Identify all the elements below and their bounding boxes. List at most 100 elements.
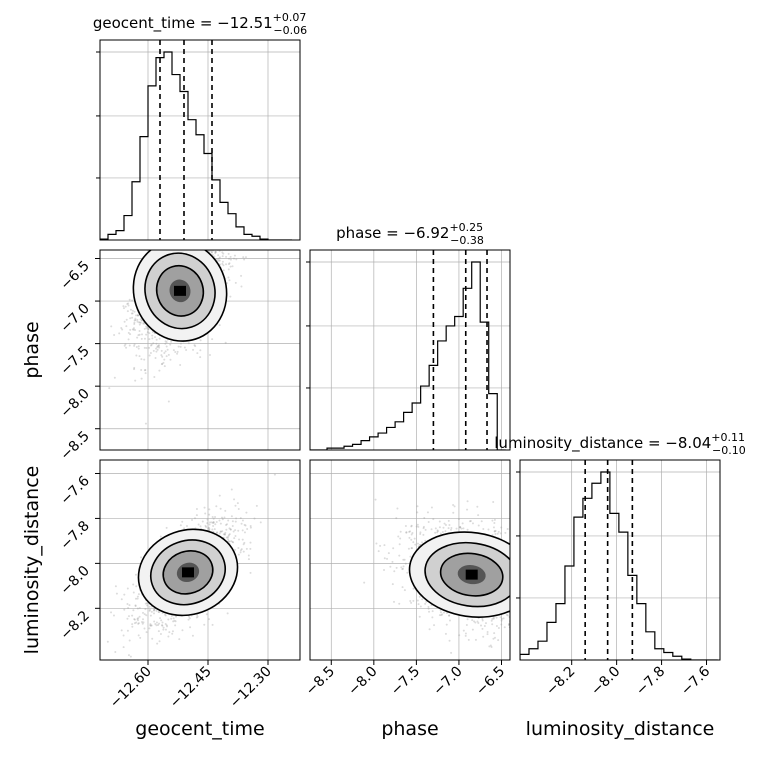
sample-point xyxy=(524,564,526,566)
sample-point xyxy=(493,530,496,533)
sample-point xyxy=(138,330,141,333)
sample-point xyxy=(393,570,396,573)
sample-point xyxy=(137,345,140,348)
sample-point xyxy=(191,519,194,522)
sample-point xyxy=(198,245,200,247)
sample-point xyxy=(173,619,176,622)
sample-point xyxy=(218,532,221,535)
sample-point xyxy=(427,605,430,608)
sample-point xyxy=(513,615,515,617)
sample-point xyxy=(234,520,237,523)
axes-frame xyxy=(99,459,301,661)
sample-point xyxy=(137,617,140,620)
sample-point xyxy=(524,594,526,596)
sample-point xyxy=(192,243,194,245)
sample-point xyxy=(523,590,525,592)
sample-point xyxy=(161,624,164,627)
sample-point xyxy=(147,327,150,330)
sample-point xyxy=(149,344,152,347)
sample-point xyxy=(154,357,157,360)
sample-point xyxy=(161,362,164,365)
sample-point xyxy=(512,564,514,566)
sample-point xyxy=(211,522,214,525)
sample-point xyxy=(431,616,434,619)
sample-point xyxy=(521,607,523,609)
sample-point xyxy=(215,521,218,524)
sample-point xyxy=(410,538,413,541)
sample-point xyxy=(235,258,238,261)
sample-point xyxy=(137,634,140,637)
sample-point xyxy=(131,614,134,617)
sample-point xyxy=(459,526,462,529)
sample-point xyxy=(453,505,456,508)
sample-point xyxy=(129,655,132,658)
sample-point xyxy=(232,541,235,544)
sample-point xyxy=(139,321,142,324)
sample-point xyxy=(492,617,495,620)
sample-point xyxy=(134,573,137,576)
sample-point xyxy=(90,333,92,335)
sample-point xyxy=(136,595,139,598)
sample-point xyxy=(189,626,192,629)
sample-point xyxy=(145,333,148,336)
sample-point xyxy=(238,538,241,541)
sample-point xyxy=(495,624,498,627)
sample-point xyxy=(239,551,242,554)
sample-point xyxy=(424,528,427,531)
histogram-geocent_time: geocent_time = −12.51+0.07 −0.06 xyxy=(93,11,307,240)
sample-point xyxy=(447,527,450,530)
sample-point xyxy=(212,520,215,523)
sample-point xyxy=(247,554,250,557)
sample-point xyxy=(428,610,431,613)
sample-point xyxy=(477,524,480,527)
sample-point xyxy=(419,605,422,608)
sample-point xyxy=(126,310,129,313)
sample-point xyxy=(224,509,227,512)
sample-point xyxy=(433,624,436,627)
sample-point xyxy=(158,622,161,625)
sample-point xyxy=(228,262,231,265)
sample-point xyxy=(466,500,469,503)
sample-point xyxy=(113,333,116,336)
sample-point xyxy=(212,517,215,520)
density-peak xyxy=(174,285,186,296)
sample-point xyxy=(131,316,134,319)
histogram-step-geocent_time xyxy=(100,51,292,240)
sample-point xyxy=(249,243,251,245)
panel-title-geocent_time: geocent_time = −12.51+0.07 −0.06 xyxy=(93,11,307,37)
sample-point xyxy=(505,613,508,616)
sample-point xyxy=(510,578,512,580)
sample-point xyxy=(151,337,154,340)
sample-point xyxy=(140,556,143,559)
sample-point xyxy=(521,586,523,588)
sample-point xyxy=(444,524,447,527)
sample-point xyxy=(106,640,109,643)
sample-point xyxy=(273,473,276,476)
sample-point xyxy=(448,523,451,526)
sample-point xyxy=(363,581,366,584)
sample-point xyxy=(231,525,234,528)
sample-point xyxy=(215,505,218,508)
sample-point xyxy=(141,622,144,625)
sample-point xyxy=(422,525,425,528)
sample-point xyxy=(225,523,228,526)
sample-point xyxy=(448,619,451,622)
sample-point xyxy=(514,585,516,587)
sample-point xyxy=(197,523,200,526)
sample-point xyxy=(432,518,435,521)
sample-point xyxy=(165,341,168,344)
sample-point xyxy=(383,569,386,572)
sample-point xyxy=(527,624,529,626)
sample-point xyxy=(192,348,195,351)
sample-point xyxy=(526,590,528,592)
sample-point xyxy=(155,609,158,612)
sample-point xyxy=(513,560,515,562)
sample-point xyxy=(500,526,503,529)
sample-point xyxy=(515,552,517,554)
sample-point xyxy=(458,634,461,637)
sample-point xyxy=(211,251,214,254)
sample-point xyxy=(467,638,470,641)
sample-point xyxy=(249,541,252,544)
sample-point xyxy=(136,617,139,620)
